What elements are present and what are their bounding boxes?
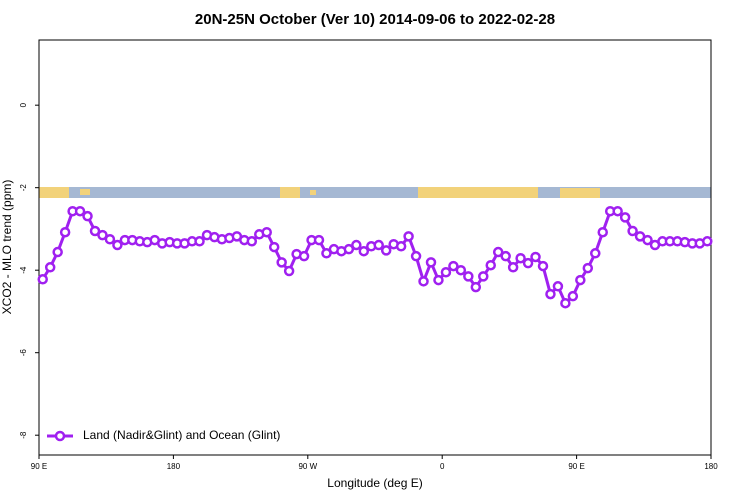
data-point (321, 248, 332, 259)
data-point (485, 259, 496, 271)
data-point (463, 271, 474, 282)
map-strip (39, 187, 711, 198)
x-tick-label: 90 E (31, 462, 47, 471)
x-tick-label: 90 W (298, 462, 317, 471)
chart-title: 20N-25N October (Ver 10) 2014-09-06 to 2… (195, 11, 555, 28)
data-point (89, 225, 101, 237)
data-point (82, 210, 93, 222)
data-point (97, 229, 108, 241)
data-point (425, 257, 437, 268)
data-point (112, 239, 123, 251)
data-point (492, 246, 504, 258)
data-point (507, 262, 519, 273)
data-point (37, 274, 48, 285)
data-point (448, 260, 459, 272)
x-tick-label: 0 (440, 462, 445, 471)
y-tick-label: 0 (19, 102, 28, 107)
data-point (283, 265, 295, 277)
data-point (261, 226, 272, 238)
data-point (395, 241, 407, 252)
data-point (560, 297, 571, 309)
data-point (478, 271, 489, 282)
x-tick-label: 90 E (568, 462, 584, 471)
data-point (433, 274, 444, 286)
data-point (455, 264, 467, 276)
data-point (612, 205, 623, 217)
data-point (52, 246, 63, 258)
data-point (470, 281, 482, 293)
y-tick-label: -6 (19, 349, 28, 357)
data-point (298, 250, 310, 262)
x-tick-label: 180 (704, 462, 718, 471)
data-point (545, 288, 556, 300)
data-point (44, 262, 56, 273)
y-tick-label: -4 (19, 266, 28, 274)
data-point (403, 231, 414, 242)
y-tick-label: -2 (19, 184, 28, 192)
data-point (582, 262, 594, 274)
data-point (552, 281, 564, 292)
data-point (351, 239, 362, 251)
x-tick-label: 180 (167, 462, 181, 471)
data-point (575, 274, 586, 286)
legend-marker (54, 430, 66, 442)
data-point (418, 276, 429, 287)
data-point (194, 236, 205, 247)
data-point (537, 260, 549, 272)
data-point (530, 251, 541, 263)
data-point (246, 236, 258, 247)
data-point (313, 234, 325, 246)
series-line (41, 209, 708, 306)
data-point (627, 225, 638, 237)
legend-label: Land (Nadir&Glint) and Ocean (Glint) (83, 428, 280, 442)
data-point (702, 236, 713, 247)
data-point (268, 241, 280, 253)
data-point (380, 245, 392, 256)
data-point (358, 245, 370, 257)
plot-frame (38, 39, 712, 456)
x-axis-label: Longitude (deg E) (327, 476, 422, 490)
data-point (500, 250, 511, 262)
data-point (343, 243, 355, 255)
y-tick-label: -8 (19, 431, 28, 439)
y-axis-label: XCO2 - MLO trend (ppm) (0, 180, 14, 315)
data-point (59, 226, 71, 238)
data-point (590, 248, 601, 259)
data-point (74, 205, 86, 217)
data-point (373, 239, 384, 251)
data-point (522, 257, 534, 269)
data-point (515, 252, 526, 264)
data-point (276, 257, 287, 268)
data-point (567, 290, 579, 302)
data-point (104, 233, 116, 245)
data-point (597, 226, 608, 238)
data-point (619, 212, 631, 223)
data-point (440, 267, 452, 278)
data-point (642, 234, 653, 246)
data-point (410, 250, 422, 262)
